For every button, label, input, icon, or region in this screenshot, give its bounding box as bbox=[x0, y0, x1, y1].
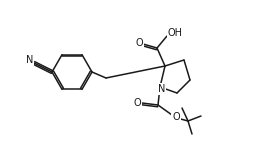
Text: N: N bbox=[158, 84, 166, 94]
Text: O: O bbox=[172, 112, 180, 122]
Text: OH: OH bbox=[167, 28, 183, 38]
Text: O: O bbox=[133, 98, 141, 108]
Text: N: N bbox=[26, 55, 34, 65]
Text: O: O bbox=[135, 38, 143, 48]
